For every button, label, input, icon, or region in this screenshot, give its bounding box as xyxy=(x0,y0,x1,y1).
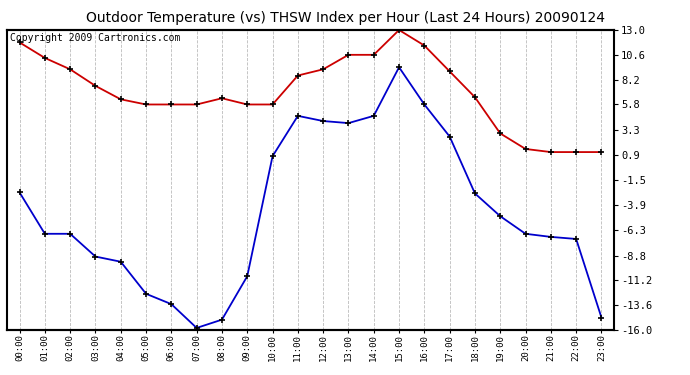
Text: Copyright 2009 Cartronics.com: Copyright 2009 Cartronics.com xyxy=(10,33,180,43)
Text: Outdoor Temperature (vs) THSW Index per Hour (Last 24 Hours) 20090124: Outdoor Temperature (vs) THSW Index per … xyxy=(86,11,604,25)
